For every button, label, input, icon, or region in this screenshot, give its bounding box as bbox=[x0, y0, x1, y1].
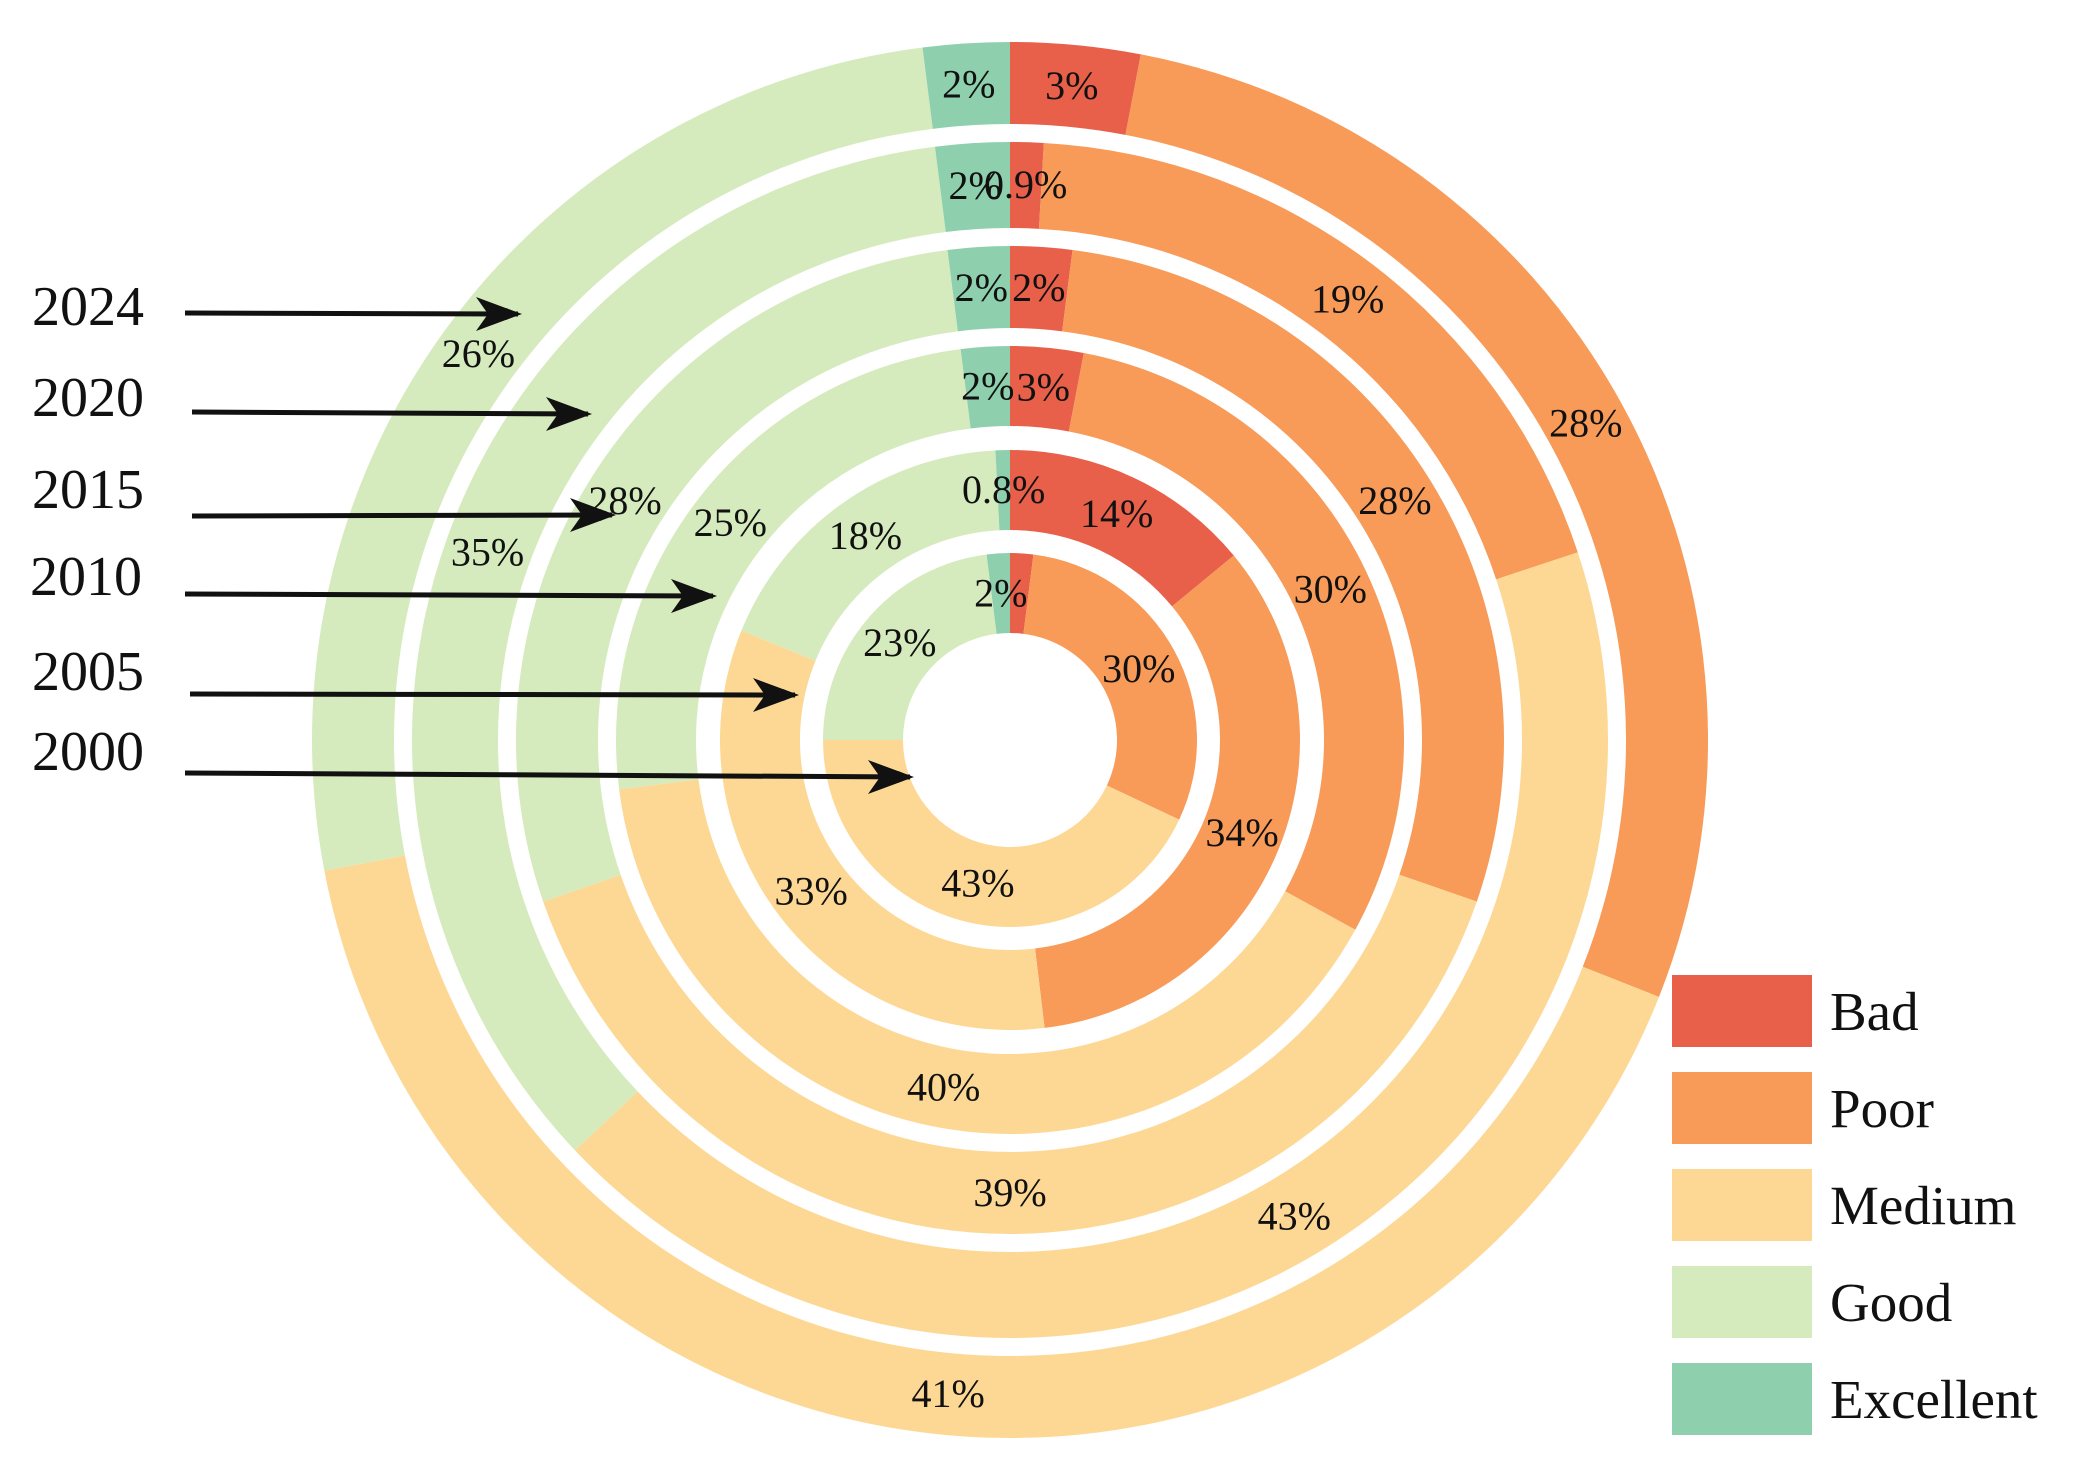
arrow-2015 bbox=[191, 509, 614, 522]
arrowhead-2010 bbox=[671, 579, 717, 613]
label-2010-medium: 40% bbox=[907, 1065, 980, 1110]
legend-swatch-poor bbox=[1672, 1072, 1812, 1144]
arrow-2024 bbox=[184, 307, 520, 320]
label-2020-poor: 19% bbox=[1311, 277, 1384, 322]
label-2015-bad: 2% bbox=[1012, 265, 1065, 310]
ring-2000-medium-slice bbox=[823, 740, 1180, 928]
ring-2020-excellent-slice bbox=[934, 142, 1010, 233]
arrowhead-2024 bbox=[476, 297, 522, 331]
label-2020-bad: 0.9% bbox=[984, 162, 1067, 207]
legend-label-excellent: Excellent bbox=[1830, 1369, 2038, 1430]
ring-2020-poor-slice bbox=[1038, 142, 1578, 580]
label-2015-excellent: 2% bbox=[955, 265, 1008, 310]
ring-2010-medium-slice bbox=[619, 779, 1356, 1134]
year-label-2020: 2020 bbox=[32, 367, 144, 429]
ring-2015-excellent-slice bbox=[947, 246, 1010, 332]
label-2020-medium: 43% bbox=[1258, 1194, 1331, 1239]
ring-2000-bad-slice bbox=[1010, 553, 1034, 634]
label-2024-bad: 3% bbox=[1045, 63, 1098, 108]
ring-2005-poor-slice bbox=[1035, 555, 1301, 1028]
label-2020-good: 35% bbox=[451, 530, 524, 575]
ring-2005-medium-slice bbox=[720, 630, 1045, 1031]
legend-swatch-excellent bbox=[1672, 1363, 1812, 1435]
label-2005-bad: 14% bbox=[1080, 491, 1153, 536]
arrowhead-2000 bbox=[868, 760, 914, 794]
label-2010-good: 25% bbox=[694, 500, 767, 545]
label-2000-excellent: 2% bbox=[974, 570, 1027, 615]
ring-2005-bad-slice bbox=[1010, 450, 1234, 607]
legend-swatch-bad bbox=[1672, 975, 1812, 1047]
label-2000-poor: 30% bbox=[1102, 646, 1175, 691]
legend-label-medium: Medium bbox=[1830, 1175, 2016, 1236]
ring-2005-excellent-slice bbox=[995, 450, 1010, 531]
legend-swatch-good bbox=[1672, 1266, 1812, 1338]
rings-layer bbox=[311, 42, 1708, 1439]
arrowhead-2015 bbox=[570, 498, 616, 532]
legend-label-good: Good bbox=[1830, 1272, 1952, 1333]
label-2005-medium: 33% bbox=[775, 869, 848, 914]
label-2005-excellent: 0.8% bbox=[962, 467, 1045, 512]
ring-2000-good-slice bbox=[823, 554, 997, 740]
year-label-2005: 2005 bbox=[32, 641, 144, 703]
label-2024-medium: 41% bbox=[912, 1371, 985, 1416]
label-2015-poor: 28% bbox=[1358, 478, 1431, 523]
arrow-2010 bbox=[184, 589, 715, 602]
label-2024-poor: 28% bbox=[1549, 400, 1622, 445]
ring-2024-excellent-slice bbox=[922, 42, 1010, 129]
ring-2010-good-slice bbox=[616, 349, 971, 790]
label-2005-good: 18% bbox=[829, 513, 902, 558]
year-label-2015: 2015 bbox=[32, 459, 144, 521]
year-arrows: 2024 2020 2015 2010 2005 2000 bbox=[30, 276, 914, 794]
legend-label-bad: Bad bbox=[1830, 981, 1919, 1042]
label-2015-medium: 39% bbox=[973, 1170, 1046, 1215]
ring-2010-excellent-slice bbox=[960, 346, 1010, 429]
ring-2015-medium-slice bbox=[543, 874, 1477, 1234]
ring-2000-excellent-slice bbox=[986, 553, 1010, 634]
ring-2015-good-slice bbox=[515, 249, 958, 902]
ring-2020-good-slice bbox=[411, 146, 946, 1151]
label-2000-good: 23% bbox=[863, 620, 936, 665]
ring-2005-good-slice bbox=[741, 450, 1000, 661]
label-2024-excellent: 2% bbox=[942, 61, 995, 106]
arrow-2000 bbox=[184, 770, 912, 783]
ring-2015-bad-slice bbox=[1010, 246, 1073, 332]
ring-2024-medium-slice bbox=[324, 855, 1659, 1439]
percentage-labels: 30% 43% 23% 2% 14% 34% 33% 18% 0.8% 3% 30% 40% 25% 2%… bbox=[442, 61, 1623, 1416]
ring-2010-bad-slice bbox=[1010, 346, 1084, 432]
label-2010-bad: 3% bbox=[1017, 365, 1070, 410]
legend-swatch-medium bbox=[1672, 1169, 1812, 1241]
label-2010-poor: 30% bbox=[1294, 566, 1367, 611]
arrow-2020 bbox=[191, 407, 590, 420]
ring-2020-medium-slice bbox=[575, 552, 1609, 1338]
ring-2024-bad-slice bbox=[1010, 42, 1141, 135]
arrow-2005 bbox=[189, 688, 797, 701]
arrowhead-2020 bbox=[546, 397, 592, 431]
legend: Bad Poor Medium Good Excellent bbox=[1672, 975, 2038, 1435]
ring-2024-good-slice bbox=[311, 47, 933, 871]
ring-2000-poor-slice bbox=[1023, 554, 1197, 820]
ring-2024-poor-slice bbox=[1125, 54, 1708, 997]
label-2020-excellent: 2% bbox=[948, 163, 1001, 208]
label-2005-poor: 34% bbox=[1205, 810, 1278, 855]
label-2010-excellent: 2% bbox=[961, 364, 1014, 409]
ring-2015-poor-slice bbox=[1062, 249, 1505, 902]
label-2024-good: 26% bbox=[442, 331, 515, 376]
year-label-2000: 2000 bbox=[32, 721, 144, 783]
ring-2010-poor-slice bbox=[1068, 352, 1404, 930]
year-label-2010: 2010 bbox=[30, 546, 142, 608]
ring-2020-bad-slice bbox=[1010, 142, 1044, 229]
year-label-2024: 2024 bbox=[32, 276, 144, 338]
arrowhead-2005 bbox=[753, 678, 799, 712]
label-2000-medium: 43% bbox=[941, 860, 1014, 905]
legend-label-poor: Poor bbox=[1830, 1078, 1934, 1139]
